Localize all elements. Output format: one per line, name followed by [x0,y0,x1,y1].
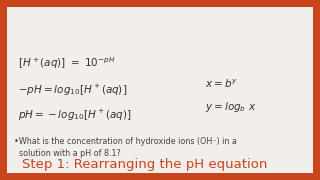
Text: $[H^+(aq)]\ =\ 10^{-pH}$: $[H^+(aq)]\ =\ 10^{-pH}$ [18,55,116,71]
Text: $x = b^y$: $x = b^y$ [205,78,238,90]
Text: $y = log_b\ x$: $y = log_b\ x$ [205,100,256,114]
Text: $pH = -log_{10}[H^+(aq)]$: $pH = -log_{10}[H^+(aq)]$ [18,108,131,123]
Text: Step 1: Rearranging the pH equation: Step 1: Rearranging the pH equation [22,158,268,171]
Text: $-pH = log_{10}[H^+(aq)]$: $-pH = log_{10}[H^+(aq)]$ [18,83,127,98]
Text: •What is the concentration of hydroxide ions (OH⁻) in a
  solution with a pH of : •What is the concentration of hydroxide … [14,137,237,159]
